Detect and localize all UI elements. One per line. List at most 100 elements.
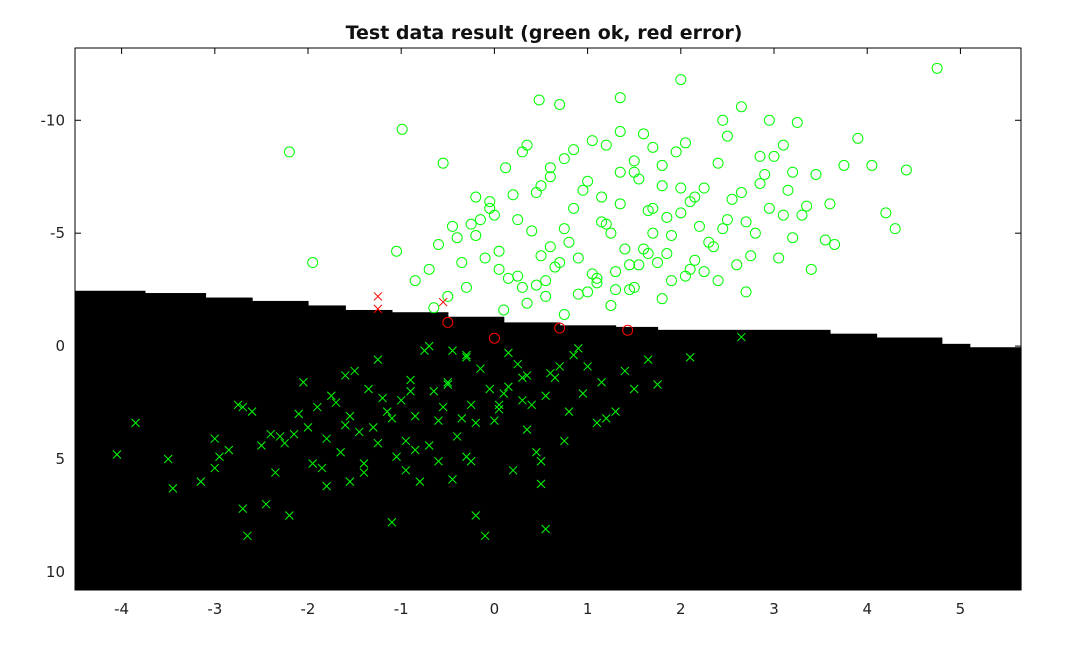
ok-circle-point [446, 220, 458, 232]
ok-x-point [340, 371, 350, 380]
ok-circle-point [679, 137, 691, 149]
ok-x-point [210, 463, 220, 473]
ok-circle-point [474, 214, 486, 226]
error-circle-point [622, 324, 634, 336]
ok-x-point [685, 353, 695, 362]
ok-circle-point [642, 248, 654, 260]
ok-x-point [527, 400, 537, 410]
x-tick-label: -1 [394, 600, 409, 618]
ok-circle-point [670, 146, 682, 158]
x-tick-label: -3 [207, 600, 222, 618]
ok-circle-point [512, 214, 524, 226]
ok-circle-point [456, 257, 468, 269]
ok-circle-point [396, 123, 408, 135]
ok-x-point [578, 389, 588, 398]
y-tick-label: 0 [55, 337, 65, 355]
ok-x-point [368, 423, 378, 432]
decision-region-step [503, 322, 561, 590]
ok-circle-point [535, 250, 547, 262]
ok-circle-point [586, 135, 598, 147]
ok-x-point [285, 511, 294, 520]
ok-x-point [196, 477, 206, 486]
ok-x-point [611, 407, 620, 416]
ok-x-point [168, 484, 178, 493]
ok-x-point [387, 517, 397, 527]
ok-circle-point [554, 257, 566, 269]
ok-circle-point [661, 211, 673, 223]
ok-x-point [359, 468, 369, 477]
decision-region-step [969, 347, 1022, 590]
ok-x-point [317, 463, 327, 473]
ok-circle-point [763, 202, 775, 214]
ok-x-point [494, 404, 504, 414]
ok-circle-point [782, 184, 794, 196]
ok-circle-point [558, 308, 570, 320]
ok-circle-point [717, 114, 729, 126]
ok-circle-point [563, 236, 575, 248]
ok-circle-point [442, 290, 454, 302]
ok-circle-point [880, 207, 892, 219]
ok-x-point [261, 499, 271, 509]
ok-circle-point [726, 193, 738, 205]
ok-circle-point [540, 275, 552, 287]
ok-circle-point [596, 216, 608, 228]
ok-x-point [438, 402, 448, 412]
ok-circle-point [721, 130, 733, 142]
ok-x-point [243, 531, 252, 541]
ok-circle-point [773, 252, 785, 264]
ok-circle-point [428, 302, 440, 314]
ok-x-point [508, 465, 518, 475]
ok-x-point [322, 434, 331, 444]
ok-circle-point [498, 304, 510, 316]
ok-circle-point [628, 155, 640, 167]
ok-circle-point [577, 184, 589, 196]
ok-x-point [499, 389, 509, 398]
ok-circle-point [824, 198, 836, 210]
x-tick-label: 3 [769, 600, 779, 618]
ok-x-point [378, 393, 387, 403]
ok-circle-point [684, 263, 696, 275]
ok-x-point [448, 346, 457, 355]
ok-circle-point [451, 232, 463, 244]
decision-region-step [205, 297, 253, 590]
ok-x-point [373, 438, 383, 448]
ok-x-point [289, 429, 299, 439]
decision-region-step [345, 309, 393, 590]
error-x-point [373, 304, 383, 314]
y-tick-label: -10 [41, 111, 66, 129]
ok-x-point [331, 398, 341, 407]
ok-x-point [601, 414, 611, 423]
ok-circle-point [610, 266, 622, 278]
ok-circle-point [516, 146, 528, 158]
ok-circle-point [675, 182, 687, 194]
y-tick-label: -5 [50, 224, 65, 242]
ok-circle-point [544, 162, 556, 174]
ok-circle-point [614, 166, 626, 178]
ok-x-point [326, 391, 336, 401]
ok-circle-point [465, 218, 477, 230]
ok-x-point [163, 454, 173, 464]
ok-circle-point [544, 171, 556, 183]
ok-x-point [485, 384, 495, 394]
ok-x-point [424, 341, 434, 351]
ok-x-point [448, 474, 457, 484]
ok-x-point [215, 452, 224, 462]
ok-x-point [494, 400, 504, 410]
ok-x-point [737, 332, 746, 342]
ok-x-point [340, 420, 350, 430]
ok-x-point [620, 366, 630, 376]
ok-circle-point [665, 229, 677, 241]
ok-x-point [406, 375, 415, 385]
ok-circle-point [810, 168, 822, 180]
ok-x-point [392, 452, 401, 462]
ok-x-point [354, 427, 364, 437]
ok-x-point [401, 436, 411, 446]
ok-circle-point [740, 216, 752, 228]
y-tick-label: 5 [55, 450, 65, 468]
ok-circle-point [582, 175, 594, 187]
ok-circle-point [526, 225, 538, 237]
x-tick-label: 1 [583, 600, 593, 618]
ok-circle-point [500, 162, 512, 174]
ok-x-point [457, 414, 467, 423]
ok-circle-point [647, 141, 659, 153]
